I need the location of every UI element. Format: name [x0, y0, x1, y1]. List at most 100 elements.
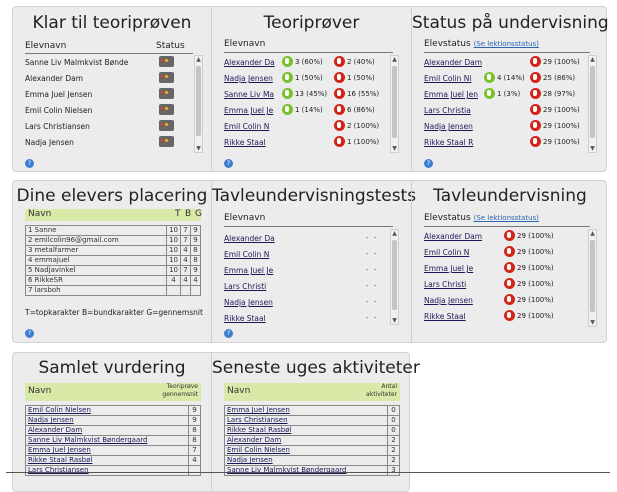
value-b: -: [374, 314, 377, 322]
table-header-bar: Navn Teoriprøve gennemsnit: [25, 383, 201, 401]
student-name-link[interactable]: Sanne Liv Malmkvist Bøndergaard: [25, 435, 189, 446]
row-value: [188, 465, 201, 476]
student-name-link[interactable]: Emma Juel Jensen: [25, 445, 189, 456]
scrollbar[interactable]: ▲ ▼: [588, 229, 597, 327]
bad-count: 6 (86%): [347, 106, 375, 114]
student-name-link[interactable]: Sanne Liv Ma: [224, 90, 275, 99]
table-header-bar: Navn Antal aktiviteter: [224, 383, 400, 401]
grade-t: 10: [166, 255, 181, 266]
student-name-link[interactable]: Emil Colin Nielsen: [224, 445, 388, 456]
row-value: 8: [188, 425, 201, 436]
student-name-link[interactable]: Alexander Dam: [25, 425, 189, 436]
student-name-link[interactable]: Emma Juel Jensen: [224, 405, 388, 416]
thumb-down-icon: [530, 120, 541, 131]
student-name-link[interactable]: Emma Juel Je: [424, 264, 474, 273]
student-name-link[interactable]: Nadja Jensen: [224, 298, 273, 307]
grade-g: 9: [190, 265, 201, 276]
student-name-link[interactable]: Lars Christia: [424, 106, 471, 115]
student-name-link[interactable]: Rikke Staal R: [424, 138, 474, 147]
value-a: -: [366, 250, 369, 258]
list-item: Nadja Jensen 1 (50%) 1 (50%): [224, 71, 391, 87]
help-icon[interactable]: ?: [224, 329, 233, 338]
lektionsstatus-link[interactable]: (Se lektionsstatus): [473, 40, 539, 48]
test-results-list: Alexander Da 3 (60%) 2 (40%) Nadja Jensen 1 …: [224, 55, 391, 155]
bad-count: 29 (100%): [517, 296, 554, 304]
col-header-name: Elevnavn: [25, 41, 67, 51]
value-b: -: [374, 234, 377, 242]
help-icon[interactable]: ?: [424, 159, 433, 168]
thumb-down-icon: [334, 136, 345, 147]
row-value: 8: [188, 435, 201, 446]
student-name-link[interactable]: Sanne Liv Malmkvist Bøndergaard: [224, 465, 388, 476]
traffic-light-icon: [159, 88, 174, 99]
grade-g: 9: [190, 235, 201, 246]
scrollbar[interactable]: ▲ ▼: [390, 229, 399, 325]
table-row: Emma Juel Jensen 7: [25, 445, 201, 456]
student-name-link[interactable]: Alexander Da: [224, 58, 275, 67]
student-name-link[interactable]: Alexander Dam: [424, 232, 483, 241]
row-value: 9: [188, 405, 201, 416]
scrollbar[interactable]: ▲ ▼: [194, 55, 203, 153]
rank-name: 4 emmajuel: [24, 255, 168, 266]
student-name-link[interactable]: Lars Christi: [424, 280, 467, 289]
bad-count: 29 (100%): [517, 232, 554, 240]
student-name-link[interactable]: Emma Juel Je: [224, 106, 274, 115]
help-icon[interactable]: ?: [25, 329, 34, 338]
student-name-link[interactable]: Nadja Jensen: [25, 415, 189, 426]
student-name-link[interactable]: Rikke Staal: [224, 138, 266, 147]
table-header-bar: Navn T B G: [25, 209, 202, 221]
list-item: Rikke Staal - -: [224, 311, 391, 327]
student-name-link[interactable]: Emil Colin Ni: [424, 74, 472, 83]
student-name-link[interactable]: Lars Christi: [224, 282, 267, 291]
student-name-link[interactable]: Emil Colin N: [224, 122, 270, 131]
thumb-up-icon: [282, 72, 293, 83]
student-name-link[interactable]: Alexander Dam: [424, 58, 483, 67]
panel-title: Dine elevers placering: [16, 186, 208, 206]
thumb-down-icon: [334, 72, 345, 83]
student-name-link[interactable]: Alexander Dam: [224, 435, 388, 446]
student-name-link[interactable]: Alexander Da: [224, 234, 275, 243]
thumb-up-icon: [282, 56, 293, 67]
bad-count: 2 (40%): [347, 58, 375, 66]
rank-name: 2 emilcolin96@gmail.com: [24, 235, 168, 246]
student-name-link[interactable]: Emil Colin N: [424, 248, 470, 257]
help-icon[interactable]: ?: [25, 159, 34, 168]
student-name-link[interactable]: Rikke Staal: [424, 312, 466, 321]
student-name-link[interactable]: Nadja Jensen: [424, 122, 473, 131]
student-name-link[interactable]: Emma Juel Je: [224, 266, 274, 275]
table-row: 3 metalfarmer 10 4 8: [24, 245, 201, 256]
student-list: Sanne Liv Malmkvist Bønde Alexander Dam Em…: [25, 55, 191, 155]
student-name-link[interactable]: Lars Christiansen: [25, 465, 189, 476]
student-name-link[interactable]: Rikke Staal Rasbøl: [25, 455, 189, 466]
list-item: Nadja Jensen - -: [224, 295, 391, 311]
student-name-link[interactable]: Emil Colin N: [224, 250, 270, 259]
lektionsstatus-link[interactable]: (Se lektionsstatus): [473, 214, 539, 222]
student-name-link[interactable]: Nadja Jensen: [224, 455, 388, 466]
student-name-link[interactable]: Nadja Jensen: [424, 296, 473, 305]
student-name-link[interactable]: Rikke Staal Rasbøl: [224, 425, 388, 436]
value-a: -: [366, 314, 369, 322]
table-row: Sanne Liv Malmkvist Bøndergaard 3: [224, 465, 400, 476]
thumb-up-icon: [282, 88, 293, 99]
traffic-light-icon: [159, 136, 174, 147]
help-icon[interactable]: ?: [224, 159, 233, 168]
table-row: 1 Sanne 10 7 9: [24, 225, 201, 236]
thumb-down-icon: [530, 136, 541, 147]
student-name-link[interactable]: Nadja Jensen: [224, 74, 273, 83]
grade-g: 8: [190, 245, 201, 256]
bad-count: 29 (100%): [543, 122, 580, 130]
grade-t: 10: [166, 235, 181, 246]
scrollbar[interactable]: ▲ ▼: [588, 55, 597, 153]
traffic-light-icon: [159, 56, 174, 67]
list-item: Emil Colin N --: [224, 247, 391, 263]
student-name-link[interactable]: Emma Juel Jen: [424, 90, 478, 99]
student-name-link[interactable]: Emil Colin Nielsen: [25, 405, 189, 416]
student-name-link[interactable]: Rikke Staal: [224, 314, 266, 323]
student-name-link[interactable]: Lars Christiansen: [224, 415, 388, 426]
panel-klar-til-teoriproven: Klar til teoriprøven Elevnavn Status San…: [13, 7, 211, 171]
bad-count: 28 (97%): [543, 90, 576, 98]
bad-count: 29 (100%): [517, 312, 554, 320]
table-row: Alexander Dam 8: [25, 425, 201, 436]
scrollbar[interactable]: ▲ ▼: [390, 55, 399, 153]
traffic-light-icon: [159, 72, 174, 83]
